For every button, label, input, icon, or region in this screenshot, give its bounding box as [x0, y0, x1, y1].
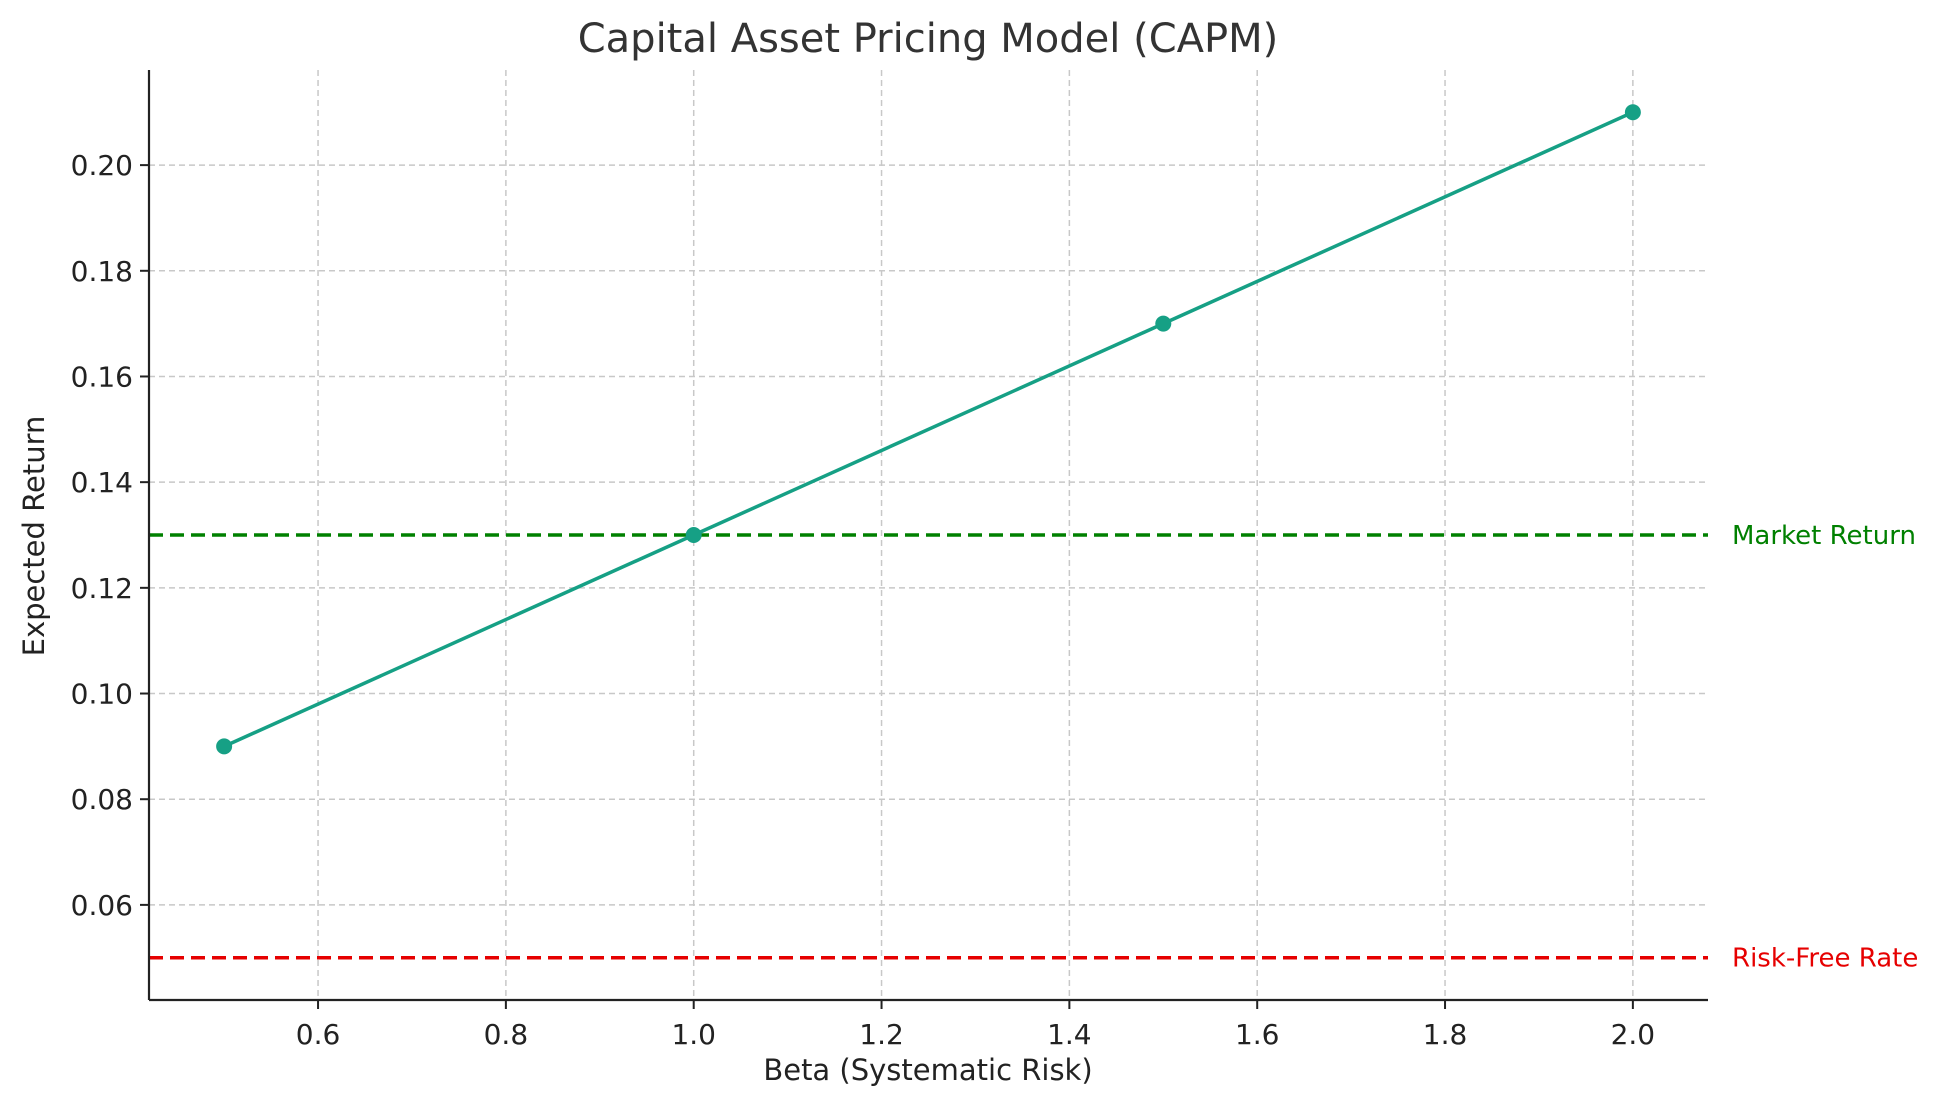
x-tick-label: 0.6: [296, 1018, 341, 1051]
series: [216, 104, 1641, 755]
y-tick-label: 0.12: [71, 572, 133, 605]
y-tick-label: 0.16: [71, 360, 133, 393]
data-point: [1155, 315, 1172, 332]
x-axis-label: Beta (Systematic Risk): [763, 1053, 1092, 1087]
x-tick-label: 1.4: [1047, 1018, 1092, 1051]
reference-line-label-1: Risk-Free Rate: [1732, 944, 1918, 974]
x-tick-label: 1.0: [671, 1018, 716, 1051]
data-point: [1624, 104, 1641, 121]
x-tick-label: 1.6: [1235, 1018, 1280, 1051]
y-tick-label: 0.08: [71, 783, 133, 816]
data-point: [216, 738, 233, 755]
axes: [147, 70, 1708, 1002]
chart-title: Capital Asset Pricing Model (CAPM): [578, 16, 1279, 62]
reference-line-label-0: Market Return: [1732, 521, 1916, 551]
data-point: [685, 527, 702, 543]
y-axis-label: Expected Return: [17, 416, 51, 657]
y-tick-label: 0.18: [71, 255, 133, 288]
x-tick-label: 0.8: [484, 1018, 529, 1051]
reference-lines: Market Return Risk-Free Rate: [149, 521, 1918, 974]
y-tick-label: 0.06: [71, 889, 133, 922]
x-tick-label: 1.8: [1423, 1018, 1468, 1051]
x-tick-label: 2.0: [1611, 1018, 1656, 1051]
ticks: 0.6 0.8 1.0 1.2 1.4 1.6 1.8 2.0 0.06 0.08 0.10 0.12…: [71, 149, 1655, 1051]
series-line: [223, 110, 1634, 748]
y-tick-label: 0.20: [71, 149, 133, 182]
y-tick-label: 0.14: [71, 466, 133, 499]
y-tick-label: 0.10: [71, 678, 133, 711]
x-tick-label: 1.2: [859, 1018, 904, 1051]
